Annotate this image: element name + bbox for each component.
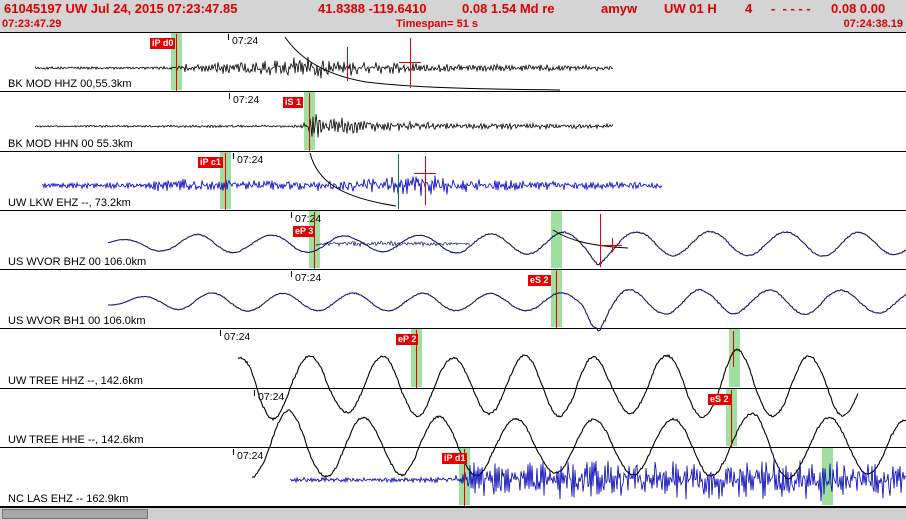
event-origin-summary: 61045197 UW Jul 24, 2015 07:23:47.85 — [4, 1, 238, 16]
time-tick — [291, 211, 292, 218]
analyst-name: amyw — [601, 1, 638, 16]
timespan-label: Timespan= 51 s — [396, 18, 479, 30]
station-label: UW TREE HHE --, 142.6km — [8, 433, 144, 446]
pick-window-band — [551, 210, 562, 268]
status-flags: - - - - - — [771, 1, 811, 16]
coda-duration-line — [425, 155, 426, 205]
phase-pick-line[interactable] — [176, 34, 177, 92]
event-location: 41.8388 -119.6410 — [318, 1, 427, 16]
time-tick-label: 07:24 — [232, 35, 259, 47]
coda-duration-line — [733, 331, 734, 368]
station-label: US WVOR BH1 00 106.0km — [8, 315, 146, 328]
phase-pick-flag[interactable]: eP 2 — [396, 334, 419, 346]
event-depth-magnitude: 0.08 1.54 Md re — [462, 1, 555, 16]
phase-pick-line[interactable] — [464, 448, 465, 506]
phase-pick-line[interactable] — [731, 389, 732, 447]
time-tick-label: 07:24 — [224, 331, 251, 344]
pick-count: 4 — [745, 1, 753, 16]
station-label: BK MOD HHZ 00,55.3km — [8, 78, 132, 91]
time-tick-label: 07:24 — [233, 94, 260, 107]
phase-pick-flag[interactable]: iP d1 — [442, 452, 468, 464]
time-tick — [233, 448, 234, 455]
trace-row-2[interactable] — [0, 92, 906, 152]
header-divider — [0, 32, 906, 33]
coda-duration-line — [600, 213, 601, 267]
time-tick — [229, 93, 230, 100]
phase-pick-line[interactable] — [309, 93, 310, 151]
event-source: UW 01 H — [664, 1, 717, 16]
time-tick — [220, 330, 221, 337]
time-tick — [254, 389, 255, 396]
station-label: BK MOD HHN 00 55.3km — [8, 137, 133, 150]
phase-pick-flag[interactable]: eS 2 — [528, 275, 551, 286]
time-tick-label: 07:24 — [237, 153, 264, 166]
coda-duration-line — [347, 47, 348, 81]
phase-pick-line[interactable] — [416, 330, 417, 388]
uncertainty-whisker — [602, 244, 622, 246]
horizontal-scrollbar[interactable] — [0, 507, 906, 520]
station-label: US WVOR BHZ 00 106.0km — [8, 256, 147, 268]
phase-pick-flag[interactable]: iP c1 — [198, 156, 223, 168]
trace-row-3[interactable] — [0, 151, 906, 211]
station-label: NC LAS EHZ -- 162.9km — [8, 493, 129, 505]
uncertainty-whisker — [414, 172, 436, 174]
time-tick-label: 07:24 — [295, 212, 322, 225]
time-tick-label: 07:24 — [258, 390, 285, 403]
time-tick — [228, 34, 229, 40]
window-end-time: 07:24:38.19 — [843, 18, 903, 30]
coda-duration-line — [410, 38, 411, 88]
uncertainty-whisker — [399, 62, 421, 63]
phase-pick-flag[interactable]: iS 1 — [283, 97, 304, 109]
event-header: 61045197 UW Jul 24, 2015 07:23:47.85 41.… — [0, 0, 906, 18]
time-tick-label: 07:24 — [237, 449, 264, 462]
phase-pick-flag[interactable]: eS 2 — [708, 393, 731, 405]
window-start-time: 07:23:47.29 — [2, 18, 62, 30]
station-label: UW TREE HHZ --, 142.6km — [8, 374, 143, 387]
phase-pick-flag[interactable]: iP d0 — [150, 38, 176, 49]
scrollbar-thumb[interactable] — [2, 509, 148, 519]
phase-pick-line[interactable] — [556, 271, 557, 329]
time-window-bar: 07:23:47.29 Timespan= 51 s 07:24:38.19 — [0, 18, 906, 32]
station-label: UW LKW EHZ --, 73.2km — [8, 196, 131, 209]
phase-pick-line[interactable] — [225, 152, 226, 210]
annotation-layer: 07:24 BK MOD HHZ 00,55.3km iP d0 07:24 BK MO… — [8, 34, 734, 506]
trace-row-1[interactable] — [0, 33, 906, 93]
pick-window-band — [822, 447, 833, 505]
time-tick — [291, 271, 292, 277]
pick-window-band — [729, 329, 740, 387]
coda-cursor-line — [398, 153, 399, 209]
time-tick-label: 07:24 — [295, 272, 322, 284]
phase-pick-line[interactable] — [314, 211, 315, 269]
phase-pick-flag[interactable]: eP 3 — [293, 225, 316, 237]
residual-values: 0.08 0.00 — [831, 1, 886, 16]
time-tick — [233, 152, 234, 159]
